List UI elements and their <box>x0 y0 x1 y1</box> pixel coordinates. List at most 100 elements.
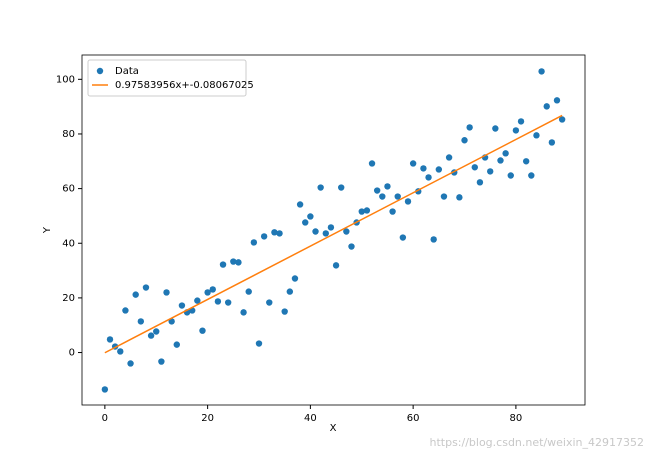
data-point <box>384 183 391 190</box>
data-point <box>106 336 114 343</box>
watermark: https://blog.csdn.net/weixin_42917352 <box>429 436 644 449</box>
data-point <box>358 208 365 215</box>
data-point <box>348 243 355 250</box>
data-point <box>456 194 463 201</box>
data-point <box>260 233 268 240</box>
data-point <box>286 288 294 295</box>
data-point <box>317 184 324 191</box>
data-point <box>466 124 473 131</box>
data-point <box>178 302 186 309</box>
data-point <box>553 97 561 104</box>
data-point <box>137 318 145 325</box>
legend-marker <box>96 67 104 75</box>
data-point <box>435 166 443 173</box>
data-point <box>492 125 499 132</box>
data-point <box>209 286 216 293</box>
y-tick-label: 80 <box>62 129 75 140</box>
data-point <box>194 297 201 304</box>
data-point <box>399 234 407 241</box>
data-point <box>199 327 206 334</box>
data-point <box>204 289 211 296</box>
data-point <box>132 291 139 298</box>
y-tick-label: 20 <box>62 293 75 304</box>
data-point <box>127 360 134 367</box>
data-point <box>522 158 530 165</box>
data-point <box>266 299 273 306</box>
data-point <box>291 275 299 282</box>
data-point <box>271 229 278 236</box>
data-point <box>379 193 386 200</box>
x-tick-label: 20 <box>201 413 214 424</box>
data-point <box>101 386 109 393</box>
data-point <box>445 154 453 161</box>
data-point <box>307 213 314 220</box>
data-point <box>173 341 180 348</box>
y-tick-label: 0 <box>69 348 75 359</box>
x-tick-label: 0 <box>102 413 108 424</box>
data-point <box>296 201 304 208</box>
data-point <box>440 193 448 200</box>
y-tick-label: 60 <box>62 184 75 195</box>
x-tick-label: 80 <box>510 413 523 424</box>
data-point <box>281 308 288 315</box>
data-point <box>507 172 514 179</box>
data-point <box>502 150 509 157</box>
data-point <box>389 208 396 215</box>
data-point <box>512 127 520 134</box>
data-point <box>312 228 319 235</box>
data-point <box>122 307 129 314</box>
x-tick-label: 40 <box>304 413 317 424</box>
data-point <box>219 261 227 268</box>
data-point <box>153 328 160 335</box>
x-tick-label: 60 <box>407 413 420 424</box>
data-point <box>245 288 252 295</box>
data-point <box>404 198 412 205</box>
x-axis-label: X <box>330 423 337 434</box>
data-point <box>425 174 432 181</box>
data-point <box>276 230 283 237</box>
data-point <box>373 187 381 194</box>
y-axis-label: Y <box>42 226 53 234</box>
data-point <box>558 116 566 123</box>
fit-line <box>104 114 563 354</box>
data-point <box>332 262 340 269</box>
data-point <box>168 318 175 325</box>
legend-label: 0.97583956x+-0.08067025 <box>115 80 254 91</box>
data-point <box>343 228 350 235</box>
data-point <box>214 298 222 305</box>
y-tick-label: 40 <box>62 238 75 249</box>
data-point <box>255 340 263 347</box>
data-point <box>250 239 258 246</box>
data-point <box>476 179 484 186</box>
data-point <box>142 284 150 291</box>
data-point <box>409 160 417 167</box>
legend-box <box>87 59 247 97</box>
data-point <box>420 165 427 172</box>
data-point <box>528 172 535 179</box>
data-point <box>471 164 478 171</box>
data-point <box>338 184 345 191</box>
data-point <box>430 236 437 243</box>
plot-frame <box>81 54 586 406</box>
data-point <box>163 289 170 296</box>
data-point <box>497 157 504 164</box>
data-point <box>327 224 335 231</box>
y-tick-label: 100 <box>56 74 75 85</box>
data-point <box>147 332 155 339</box>
data-point <box>533 132 540 139</box>
data-point <box>394 193 401 200</box>
data-point <box>235 259 242 266</box>
data-point <box>322 230 329 237</box>
data-point <box>548 139 556 146</box>
data-point <box>363 207 371 214</box>
data-point <box>224 299 232 306</box>
data-point <box>461 137 468 144</box>
data-point <box>538 68 545 75</box>
data-point <box>487 168 494 175</box>
data-point <box>240 309 247 316</box>
data-point <box>543 103 550 110</box>
data-point <box>117 348 124 355</box>
data-point <box>230 258 237 265</box>
legend-label: Data <box>115 66 139 77</box>
